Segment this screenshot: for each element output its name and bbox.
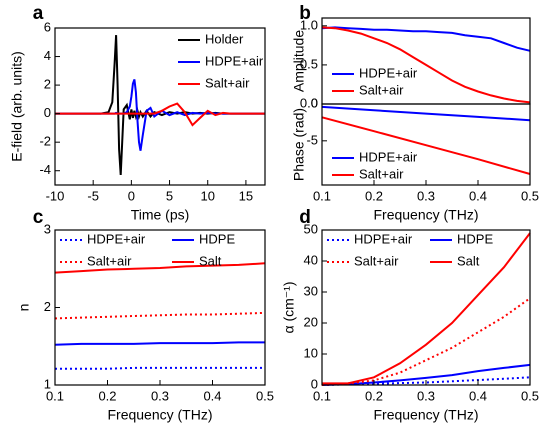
x-tick-label: 0.2 [365, 388, 383, 403]
x-tick-label: 0.5 [256, 388, 274, 403]
series-line [321, 297, 531, 386]
legend-label: HDPE [457, 231, 493, 246]
y-tick-label: 6 [44, 19, 51, 34]
x-tick-label: 0.5 [521, 388, 539, 403]
x-tick-label: 0.1 [313, 188, 331, 203]
series-line [55, 366, 265, 370]
x-axis-label: Frequency (THz) [373, 407, 478, 423]
y-axis-label: Phase (rad) [291, 108, 307, 181]
x-tick-label: 0.4 [469, 388, 487, 403]
x-axis-label: Frequency (THz) [373, 207, 478, 223]
x-tick-label: 0.2 [98, 388, 116, 403]
y-tick-label: 1.0 [300, 17, 318, 32]
series-line [321, 26, 531, 104]
series-line [321, 363, 531, 386]
x-tick-label: 0.4 [203, 388, 221, 403]
y-tick-label: 20 [304, 314, 318, 329]
series-line [321, 116, 531, 175]
legend-label: Salt [457, 253, 480, 268]
legend-label: Salt+air [354, 253, 399, 268]
legend-label: HDPE+air [205, 53, 264, 68]
x-tick-label: 0.1 [313, 388, 331, 403]
series-line [321, 105, 531, 122]
y-tick-label: 2 [44, 77, 51, 92]
y-axis-label: E-field (arb. units) [9, 51, 25, 161]
x-axis-label: Time (ps) [131, 207, 190, 223]
x-axis-label: Frequency (THz) [107, 407, 212, 423]
x-tick-label: -10 [46, 188, 65, 203]
plot-frame [54, 27, 266, 186]
panel-label: c [33, 207, 44, 228]
x-tick-label: -5 [87, 188, 99, 203]
y-axis-label: α (cm⁻¹) [281, 281, 297, 333]
y-tick-label: 0 [44, 105, 51, 120]
legend-label: HDPE+air [354, 231, 413, 246]
y-tick-label: -2 [39, 134, 51, 149]
y-tick-label: 40 [304, 252, 318, 267]
x-tick-label: 0.4 [469, 188, 487, 203]
y-tick-label: 0 [311, 95, 318, 110]
x-tick-label: 0.3 [151, 388, 169, 403]
legend-label: Salt+air [87, 253, 132, 268]
x-tick-label: 10 [200, 188, 214, 203]
legend-label: HDPE+air [359, 65, 418, 80]
legend-label: HDPE+air [359, 149, 418, 164]
y-tick-label: 0.0 [300, 95, 318, 110]
y-tick-label: 2 [44, 299, 51, 314]
series-line [321, 26, 531, 52]
y-tick-label: 0.5 [300, 56, 318, 71]
x-tick-label: 5 [166, 188, 173, 203]
y-tick-label: -4 [39, 162, 51, 177]
y-axis-label: n [16, 304, 32, 312]
series-line [54, 311, 266, 320]
y-tick-label: 50 [304, 221, 318, 236]
y-tick-label: 10 [304, 345, 318, 360]
legend-label: Salt [199, 253, 222, 268]
x-tick-label: 0.3 [417, 188, 435, 203]
series-line [322, 232, 531, 385]
y-axis-label: Amplitude [291, 30, 307, 92]
x-tick-label: 0.3 [417, 388, 435, 403]
x-tick-label: 0.2 [365, 188, 383, 203]
y-tick-label: 0 [311, 376, 318, 391]
y-tick-label: 3 [44, 221, 51, 236]
x-tick-label: 0.1 [46, 388, 64, 403]
panel-label: b [299, 3, 311, 24]
legend-label: Salt+air [205, 75, 250, 90]
series-line [54, 262, 266, 274]
panel-label: d [299, 207, 311, 228]
legend-label: HDPE [199, 231, 235, 246]
y-tick-label: -5 [306, 132, 318, 147]
x-tick-label: 15 [239, 188, 253, 203]
series-line [55, 102, 265, 127]
x-tick-label: 0 [128, 188, 135, 203]
x-tick-label: 0.5 [521, 188, 539, 203]
y-tick-label: 30 [304, 283, 318, 298]
legend-label: Salt+air [359, 166, 404, 181]
legend-label: HDPE+air [87, 231, 146, 246]
y-tick-label: 1 [44, 376, 51, 391]
legend-label: Holder [205, 31, 244, 46]
legend-label: Salt+air [359, 82, 404, 97]
y-tick-label: 4 [44, 48, 51, 63]
panel-label: a [33, 3, 44, 24]
series-line [54, 341, 265, 346]
